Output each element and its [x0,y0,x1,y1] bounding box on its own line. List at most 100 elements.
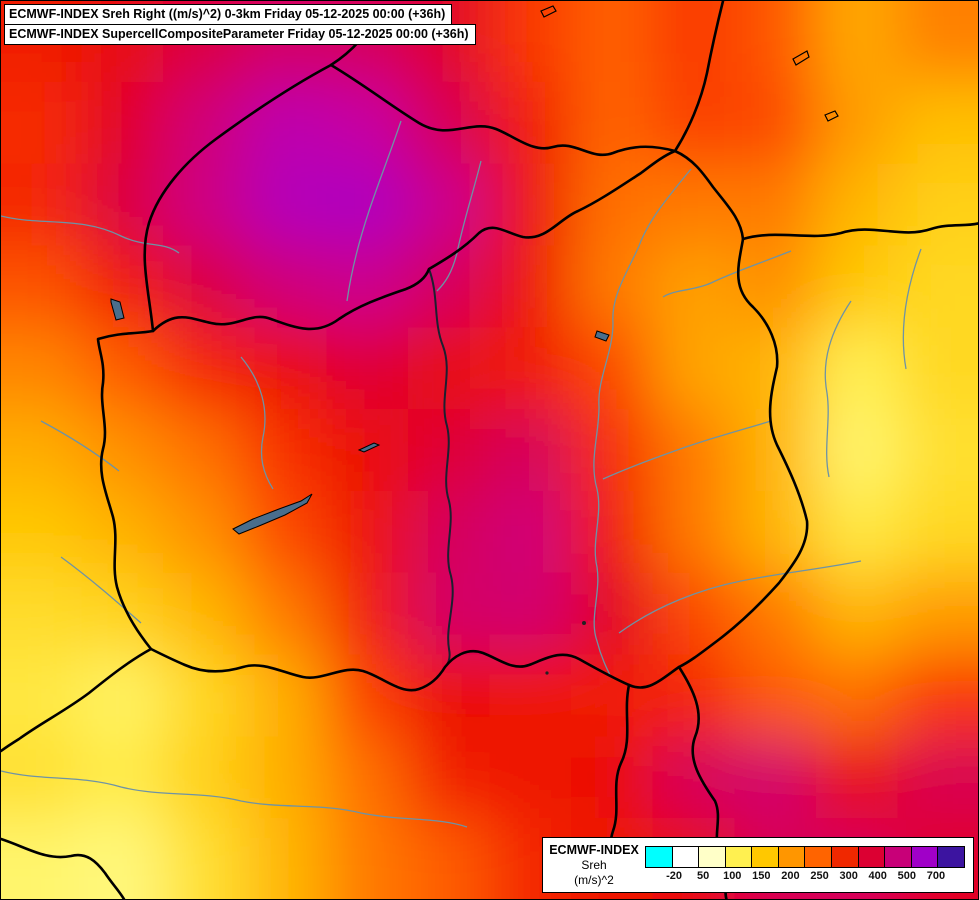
field-cell [163,245,247,330]
map-title-line1: ECMWF-INDEX Sreh Right ((m/s)^2) 0-3km F… [4,4,453,25]
field-cell [163,163,247,248]
field-cell [489,163,574,248]
field-cell [244,572,329,657]
river [1,215,180,254]
field-cell [571,654,655,739]
rivers-layer [1,120,922,828]
field-cell [1,572,84,657]
river [346,120,402,302]
field-cell [326,163,410,248]
legend-title: ECMWF-INDEX Sreh (m/s)^2 [543,843,645,888]
field-cell [81,572,166,657]
field-cell [326,245,410,330]
river [902,248,922,370]
field-cell [489,409,574,493]
terrain-marks-layer [540,5,839,675]
field-cell [571,327,655,412]
field-cell [652,245,737,330]
field-cell [734,81,818,166]
field-cell [815,409,900,493]
small-mark [545,671,549,675]
field-cell [81,818,166,899]
small-mark [582,621,586,625]
field-cell [407,327,492,412]
legend-swatch [910,845,939,868]
field-cell [244,654,329,739]
field-cell [815,245,900,330]
field-cell [244,490,329,575]
field-cell [81,736,166,821]
field-cell [489,572,574,657]
legend-tick-label: 50 [697,869,710,882]
legend-tick-label: 200 [781,869,800,882]
field-cell [1,818,84,899]
lake-balaton [232,493,313,535]
field-cell [163,572,247,657]
legend-title-model: ECMWF-INDEX [549,842,639,857]
field-cell [489,327,574,412]
field-cell [244,327,329,412]
field-cell [815,81,900,166]
field-cell [734,736,818,821]
field-cell [734,490,818,575]
legend-swatch [698,845,726,868]
border-southwest [1,647,153,753]
map-title-line2: ECMWF-INDEX SupercellCompositeParameter … [4,24,476,45]
field-cell [652,490,737,575]
field-cell [163,654,247,739]
legend-swatch [777,845,806,868]
field-cell [407,654,492,739]
lakes-layer [110,298,610,535]
field-cell [326,572,410,657]
border-bottom-left [1,837,126,899]
legend-tick-label: 700 [926,869,946,882]
field-cell [489,1,574,84]
field-cell [652,81,737,166]
field-cell [489,245,574,330]
river [662,250,792,298]
legend-swatch [751,845,779,868]
field-cell [326,327,410,412]
field-cell [652,163,737,248]
river [40,420,120,472]
field-cell [652,572,737,657]
legend-tick-label: 150 [752,869,771,882]
legend-tick-label: 400 [868,869,887,882]
lake-velence [357,442,381,453]
lake-tisza [594,330,610,342]
river [602,420,772,480]
field-cell [815,327,900,412]
field-cell [571,490,655,575]
field-cell [897,327,978,412]
small-mark [792,50,810,66]
field-cell [1,163,84,248]
field-cell [897,490,978,575]
border-northeast [673,1,725,153]
hungary-border [96,149,809,692]
field-cell [815,572,900,657]
field-cell [571,736,655,821]
river [593,168,692,678]
small-mark [540,5,557,18]
field-cell [734,654,818,739]
field-cell [489,736,574,821]
legend-swatch [645,845,673,868]
legend-colorbar: -20 50 100 150 200 250 300 400 500 700 [645,845,973,885]
field-cell [244,245,329,330]
field-cell [815,1,900,84]
legend-title-units: (m/s)^2 [574,872,614,887]
legend-tick-label: -20 [666,869,683,882]
field-cell [734,163,818,248]
river [618,560,862,634]
field-cell [1,654,84,739]
legend-tick-label: 300 [839,869,858,882]
field-cell [571,572,655,657]
legend-swatch [857,845,886,868]
legend-tick-label: 100 [723,869,742,882]
legend-swatch [804,845,833,868]
field-cell [1,409,84,493]
field-cell [815,654,900,739]
